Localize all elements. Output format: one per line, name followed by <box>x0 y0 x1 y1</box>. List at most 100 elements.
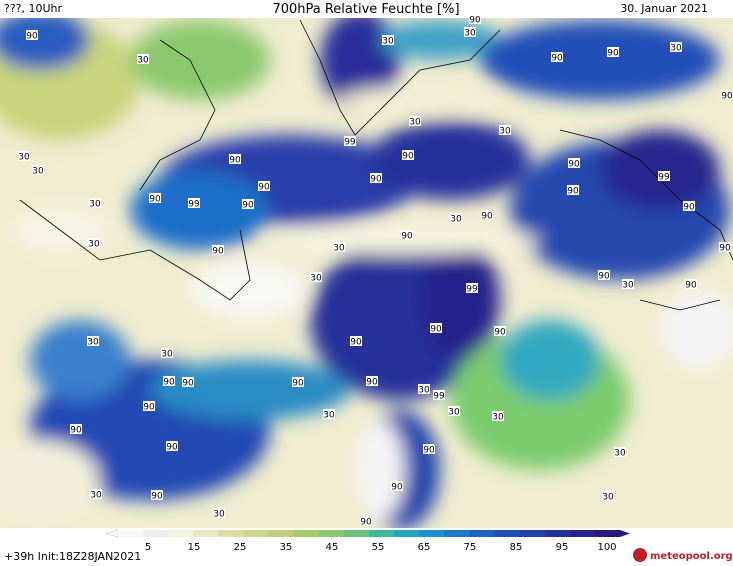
contour-label: 99 <box>658 173 670 183</box>
colorbar-segment <box>268 530 295 537</box>
colorbar-segment <box>243 530 270 537</box>
contour-label-box <box>391 481 403 491</box>
contour-label: 90 <box>481 212 493 222</box>
colorbar-tick-label: 5 <box>145 542 151 553</box>
colorbar-tick-label: 15 <box>188 542 201 553</box>
contour-label: 90 <box>149 195 161 205</box>
colorbar-tick-label: 25 <box>234 542 247 553</box>
contour-label-box <box>163 376 175 386</box>
colorbar-segment <box>369 530 395 537</box>
contour-label-box <box>685 279 697 289</box>
contour-label-box <box>366 376 378 386</box>
contour-label-box <box>161 348 173 358</box>
contour-label-box <box>683 201 695 211</box>
contour-label-box <box>721 90 733 100</box>
contour-label-box <box>229 154 241 164</box>
colorbar-segment <box>544 530 571 537</box>
contour-label-box <box>87 336 99 346</box>
contour-label-box <box>658 171 670 181</box>
contour-label-box <box>258 181 270 191</box>
contour-label: 90 <box>70 426 82 436</box>
contour-label: 90 <box>391 483 403 493</box>
contour-label: 30 <box>450 215 462 225</box>
contour-label: 30 <box>333 244 345 254</box>
contour-label-box <box>32 165 44 175</box>
contour-label-box <box>499 125 511 135</box>
contour-label: 90 <box>401 232 413 242</box>
contour-label-box <box>622 279 634 289</box>
colorbar-tick-label: 75 <box>464 542 477 553</box>
colorbar: 5 15 25 35 45 55 65 75 85 95 100 <box>105 529 630 553</box>
contour-label-box <box>323 409 335 419</box>
contour-label: 90 <box>370 175 382 185</box>
contour-label-box <box>137 54 149 64</box>
contour-label: 30 <box>137 56 149 66</box>
contour-label: 90 <box>721 92 733 102</box>
contour-label-box <box>418 384 430 394</box>
contour-label-box <box>602 491 614 501</box>
contour-label-box <box>551 52 563 62</box>
contour-label: 90 <box>143 403 155 413</box>
logo-icon <box>633 548 647 562</box>
contour-label-box <box>494 326 506 336</box>
header-left: ???, 10Uhr <box>4 2 63 15</box>
contour-label-box <box>89 198 101 208</box>
contour-label: 30 <box>409 118 421 128</box>
contour-label: 30 <box>464 29 476 39</box>
contour-label: 30 <box>32 167 44 177</box>
contour-label-box <box>409 116 421 126</box>
contour-label: 90 <box>469 16 481 26</box>
colorbar-tick-label: 35 <box>280 542 293 553</box>
contour-label: 90 <box>423 446 435 456</box>
contour-label-box <box>567 185 579 195</box>
contour-label-box <box>568 158 580 168</box>
contour-label: 30 <box>90 491 102 501</box>
contour-label-box <box>433 390 445 400</box>
contour-label-box <box>213 508 225 518</box>
contour-label: 90 <box>607 49 619 59</box>
contour-label: 30 <box>492 413 504 423</box>
contour-label-box <box>242 199 254 209</box>
contour-label-box <box>212 245 224 255</box>
contour-label: 30 <box>88 240 100 250</box>
contour-label: 90 <box>163 378 175 388</box>
contour-label-box <box>382 35 394 45</box>
contour-label-box <box>614 447 626 457</box>
contour-label-box <box>182 377 194 387</box>
contour-label: 90 <box>494 328 506 338</box>
contour-label: 90 <box>719 244 731 254</box>
contour-label: 90 <box>685 281 697 291</box>
contour-label: 90 <box>151 492 163 502</box>
contour-label-box <box>481 210 493 220</box>
contour-label-box <box>360 516 372 526</box>
contour-label: 90 <box>402 152 414 162</box>
contour-label-box <box>492 411 504 421</box>
contour-label: 30 <box>18 153 30 163</box>
contour-label-box <box>598 270 610 280</box>
contour-label-box <box>402 150 414 160</box>
colorbar-tick-label: 95 <box>556 542 569 553</box>
contour-label: 30 <box>622 281 634 291</box>
contour-label-box <box>469 14 481 24</box>
contour-label-box <box>188 198 200 208</box>
contour-label-box <box>90 489 102 499</box>
contour-label: 30 <box>614 449 626 459</box>
contour-label: 30 <box>161 350 173 360</box>
colorbar-segment <box>519 530 546 537</box>
colorbar-segment <box>569 530 596 537</box>
contour-label: 90 <box>683 203 695 213</box>
colorbar-segment <box>193 530 219 537</box>
colorbar-tick-label: 65 <box>418 542 431 553</box>
contour-label-box <box>88 238 100 248</box>
contour-label: 30 <box>323 411 335 421</box>
contour-label-box <box>18 151 30 161</box>
contour-label: 30 <box>448 408 460 418</box>
contour-label-box <box>344 136 356 146</box>
contour-label-box <box>166 441 178 451</box>
colorbar-right-arrow <box>620 530 630 537</box>
contour-label: 90 <box>551 54 563 64</box>
contour-label: 90 <box>212 247 224 257</box>
